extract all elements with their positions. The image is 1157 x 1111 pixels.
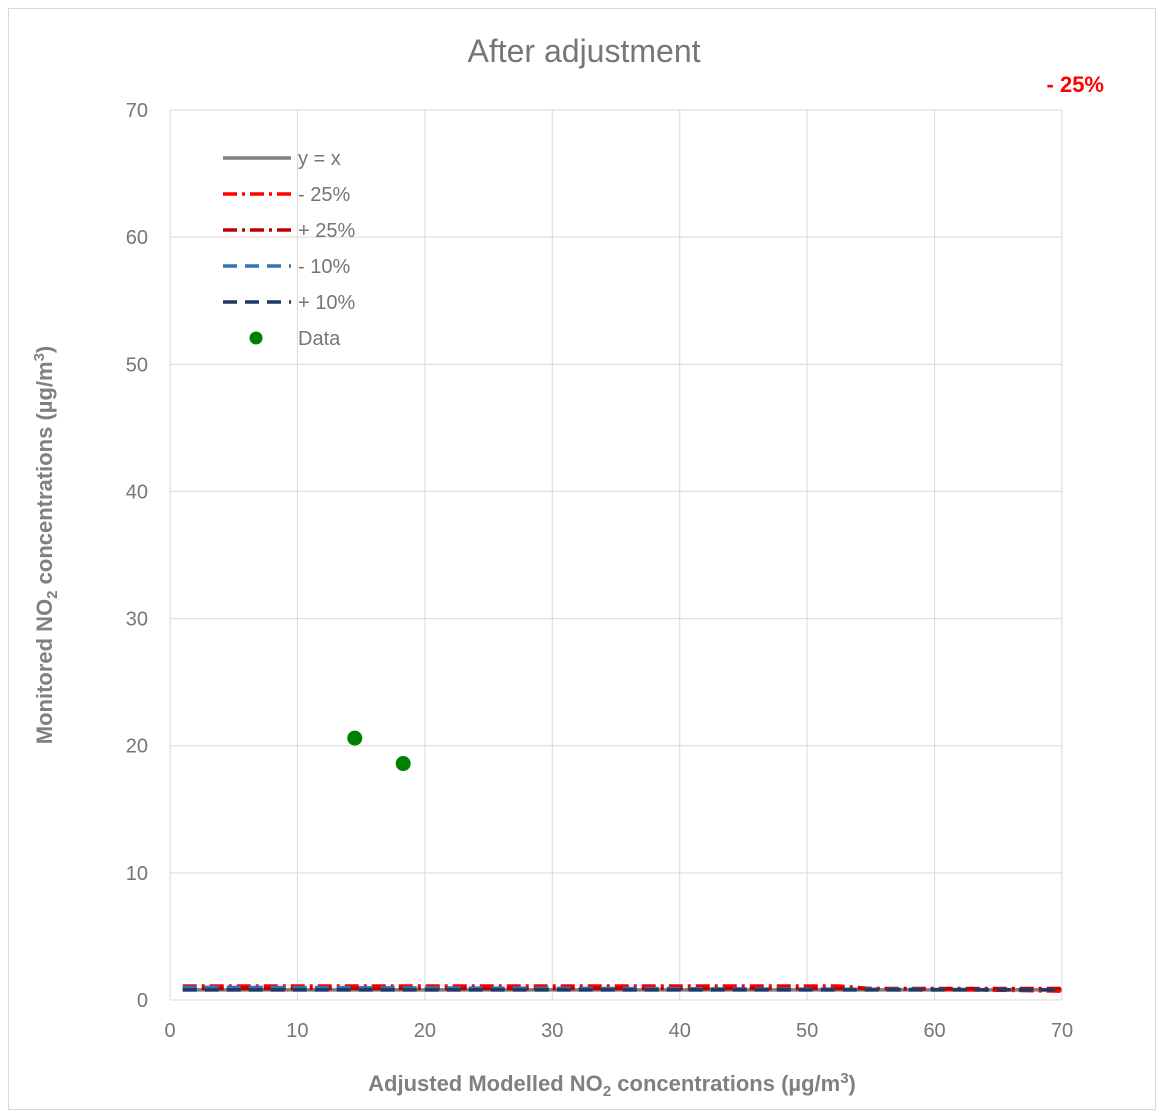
y-axis-ticks: 0 10 20 30 40 50 60 70 <box>126 100 148 1012</box>
x-tick-label: 30 <box>541 1020 563 1042</box>
legend-entry: - 10% <box>223 256 350 278</box>
annotation-label: - 25% <box>1047 72 1104 97</box>
grid-lines <box>169 109 1063 1001</box>
y-tick-label: 0 <box>137 990 148 1012</box>
chart-title: After adjustment <box>468 33 701 69</box>
x-tick-label: 0 <box>164 1020 175 1042</box>
legend-entry: Data <box>249 328 341 350</box>
legend-label: - 10% <box>298 256 350 278</box>
y-tick-label: 70 <box>126 100 148 122</box>
x-tick-label: 60 <box>923 1020 945 1042</box>
legend-label: - 25% <box>298 184 350 206</box>
y-tick-label: 30 <box>126 609 148 631</box>
legend-entry: y = x <box>223 148 341 170</box>
x-tick-label: 70 <box>1051 1020 1073 1042</box>
y-tick-label: 40 <box>126 481 148 503</box>
y-axis-label: Monitored NO2 concentrations (µg/m3) <box>31 346 61 745</box>
y-tick-label: 10 <box>126 863 148 885</box>
data-point <box>395 756 411 772</box>
x-tick-label: 10 <box>286 1020 308 1042</box>
x-axis-ticks: 0 10 20 30 40 50 60 70 <box>164 1020 1073 1042</box>
legend-swatch <box>249 331 263 345</box>
legend-label: + 25% <box>298 220 355 242</box>
legend-label: y = x <box>298 148 341 170</box>
legend: y = x - 25% + 25% - 10% + 10% Data <box>223 148 355 350</box>
data-point <box>347 730 363 746</box>
legend-entry: + 25% <box>223 220 355 242</box>
chart-frame <box>8 8 1156 1110</box>
y-tick-label: 20 <box>126 736 148 758</box>
legend-entry: + 10% <box>223 292 355 314</box>
legend-entry: - 25% <box>223 184 350 206</box>
legend-label: Data <box>298 328 341 350</box>
legend-label: + 10% <box>298 292 355 314</box>
x-tick-label: 20 <box>414 1020 436 1042</box>
y-tick-label: 50 <box>126 354 148 376</box>
series-layer <box>182 730 1063 993</box>
x-axis-label: Adjusted Modelled NO2 concentrations (µg… <box>368 1070 856 1100</box>
x-tick-label: 40 <box>669 1020 691 1042</box>
x-tick-label: 50 <box>796 1020 818 1042</box>
y-tick-label: 60 <box>126 227 148 249</box>
